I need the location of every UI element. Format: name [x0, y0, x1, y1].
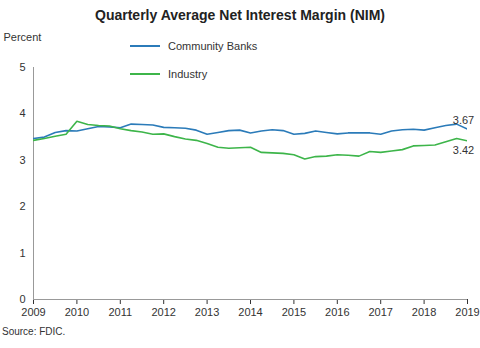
svg-text:3: 3 — [19, 154, 25, 166]
svg-text:2011: 2011 — [108, 306, 132, 318]
svg-text:2016: 2016 — [325, 306, 349, 318]
svg-text:2: 2 — [19, 200, 25, 212]
svg-text:3.42: 3.42 — [453, 144, 474, 156]
svg-text:2010: 2010 — [65, 306, 89, 318]
svg-text:2009: 2009 — [21, 306, 45, 318]
svg-text:4: 4 — [19, 107, 25, 119]
html-text:Industry: Industry — [168, 68, 208, 80]
svg-text:Percent: Percent — [4, 31, 42, 43]
svg-text:2019: 2019 — [455, 306, 479, 318]
svg-text:2017: 2017 — [368, 306, 392, 318]
svg-text:0: 0 — [19, 293, 25, 305]
html-text:Community Banks: Community Banks — [168, 40, 258, 52]
html-text:Quarterly Average Net Interest: Quarterly Average Net Interest Margin (N… — [95, 7, 385, 23]
svg-text:3.67: 3.67 — [453, 114, 474, 126]
svg-text:2012: 2012 — [151, 306, 175, 318]
svg-text:1: 1 — [19, 247, 25, 259]
svg-text:2015: 2015 — [282, 306, 306, 318]
html-text:Source: FDIC.: Source: FDIC. — [2, 326, 66, 337]
svg-text:2018: 2018 — [412, 306, 436, 318]
svg-text:5: 5 — [19, 61, 25, 73]
svg-text:2013: 2013 — [195, 306, 219, 318]
svg-text:2014: 2014 — [238, 306, 262, 318]
